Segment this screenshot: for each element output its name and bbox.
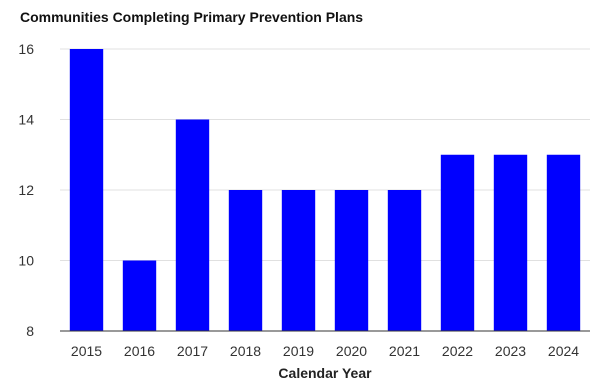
- x-tick-label: 2024: [548, 343, 579, 359]
- x-tick-label: 2018: [230, 343, 261, 359]
- bar-2019: [281, 190, 316, 331]
- bar-2023: [493, 154, 528, 331]
- y-tick-label: 16: [18, 41, 34, 57]
- bar-2024: [546, 154, 581, 331]
- y-axis-ticks: 8 10 12 14 16: [18, 41, 34, 339]
- bars: [69, 49, 581, 331]
- x-tick-label: 2015: [71, 343, 102, 359]
- bar-2022: [440, 154, 475, 331]
- bar-2015: [69, 49, 104, 331]
- y-tick-label: 8: [26, 323, 34, 339]
- bar-2016: [122, 260, 157, 331]
- x-tick-label: 2023: [495, 343, 526, 359]
- x-tick-label: 2021: [389, 343, 420, 359]
- bar-2020: [334, 190, 369, 331]
- chart-title: Communities Completing Primary Preventio…: [20, 9, 363, 25]
- x-tick-label: 2020: [336, 343, 367, 359]
- y-tick-label: 12: [18, 182, 34, 198]
- y-tick-label: 10: [18, 253, 34, 269]
- x-axis-ticks: 2015 2016 2017 2018 2019 2020 2021 2022 2023 2024: [71, 343, 579, 359]
- x-tick-label: 2017: [177, 343, 208, 359]
- x-axis-label: Calendar Year: [278, 365, 372, 381]
- bar-2021: [387, 190, 422, 331]
- x-tick-label: 2019: [283, 343, 314, 359]
- x-tick-label: 2022: [442, 343, 473, 359]
- x-tick-label: 2016: [124, 343, 155, 359]
- bar-2017: [175, 119, 210, 331]
- bar-2018: [228, 190, 263, 331]
- y-tick-label: 14: [18, 112, 34, 128]
